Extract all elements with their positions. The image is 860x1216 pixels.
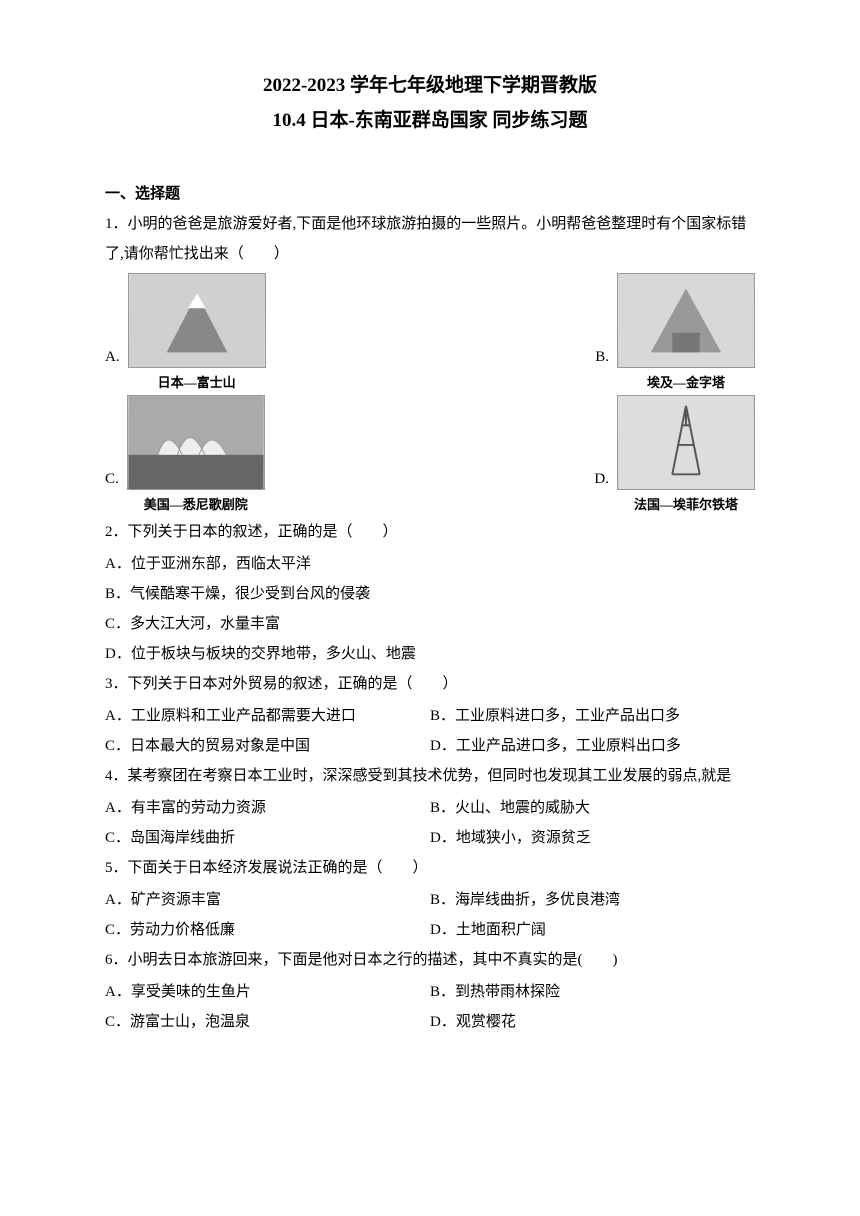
page-title: 2022-2023 学年七年级地理下学期晋教版	[105, 70, 755, 97]
option-3a: A．工业原料和工业产品都需要大进口	[105, 701, 430, 731]
question-3-options: A．工业原料和工业产品都需要大进口 B．工业原料进口多，工业产品出口多 C．日本…	[105, 701, 755, 761]
option-label: B.	[595, 349, 609, 366]
option-6c: C．游富士山，泡温泉	[105, 1007, 430, 1037]
option-2c: C．多大江大河，水量丰富	[105, 609, 755, 639]
question-3-text: 3．下列关于日本对外贸易的叙述，正确的是（ ）	[105, 669, 755, 699]
question-1-row1: A. 日本—富士山 B. 埃及—金字塔	[105, 273, 755, 391]
option-5c: C．劳动力价格低廉	[105, 915, 430, 945]
option-5b: B．海岸线曲折，多优良港湾	[430, 885, 755, 915]
option-1d: D. 法国—埃菲尔铁塔	[594, 395, 755, 513]
option-6a: A．享受美味的生鱼片	[105, 977, 430, 1007]
question-5-text: 5．下面关于日本经济发展说法正确的是（ ）	[105, 853, 755, 883]
option-4c: C．岛国海岸线曲折	[105, 823, 430, 853]
option-2a: A．位于亚洲东部，西临太平洋	[105, 549, 755, 579]
option-4b: B．火山、地震的威胁大	[430, 793, 755, 823]
option-3d: D．工业产品进口多，工业原料出口多	[430, 731, 755, 761]
option-5a: A．矿产资源丰富	[105, 885, 430, 915]
question-6-text: 6．小明去日本旅游回来，下面是他对日本之行的描述，其中不真实的是( )	[105, 945, 755, 975]
option-4a: A．有丰富的劳动力资源	[105, 793, 430, 823]
question-6-options: A．享受美味的生鱼片 B．到热带雨林探险 C．游富士山，泡温泉 D．观赏樱花	[105, 977, 755, 1037]
image-caption: 埃及—金字塔	[617, 372, 755, 391]
question-2-options: A．位于亚洲东部，西临太平洋 B．气候酷寒干燥，很少受到台风的侵袭 C．多大江大…	[105, 549, 755, 669]
option-label: D.	[594, 471, 609, 488]
option-6d: D．观赏樱花	[430, 1007, 755, 1037]
question-1-text: 1．小明的爸爸是旅游爱好者,下面是他环球旅游拍摄的一些照片。小明帮爸爸整理时有个…	[105, 209, 755, 269]
option-label: C.	[105, 471, 119, 488]
option-1a: A. 日本—富士山	[105, 273, 266, 391]
option-2b: B．气候酷寒干燥，很少受到台风的侵袭	[105, 579, 755, 609]
question-1-row2: C. 美国—悉尼歌剧院 D. 法国—埃菲尔铁塔	[105, 395, 755, 513]
option-4d: D．地域狭小，资源贫乏	[430, 823, 755, 853]
question-2-text: 2．下列关于日本的叙述，正确的是（ ）	[105, 517, 755, 547]
question-5-options: A．矿产资源丰富 B．海岸线曲折，多优良港湾 C．劳动力价格低廉 D．土地面积广…	[105, 885, 755, 945]
option-2d: D．位于板块与板块的交界地带，多火山、地震	[105, 639, 755, 669]
fuji-image	[128, 273, 266, 368]
eiffel-image	[617, 395, 755, 490]
option-5d: D．土地面积广阔	[430, 915, 755, 945]
option-1b: B. 埃及—金字塔	[595, 273, 755, 391]
question-4-text: 4．某考察团在考察日本工业时，深深感受到其技术优势，但同时也发现其工业发展的弱点…	[105, 761, 755, 791]
question-4-options: A．有丰富的劳动力资源 B．火山、地震的威胁大 C．岛国海岸线曲折 D．地域狭小…	[105, 793, 755, 853]
pyramid-image	[617, 273, 755, 368]
option-6b: B．到热带雨林探险	[430, 977, 755, 1007]
image-caption: 日本—富士山	[128, 372, 266, 391]
page-subtitle: 10.4 日本-东南亚群岛国家 同步练习题	[105, 105, 755, 132]
option-3c: C．日本最大的贸易对象是中国	[105, 731, 430, 761]
option-label: A.	[105, 349, 120, 366]
image-caption: 美国—悉尼歌剧院	[127, 494, 265, 513]
section-header: 一、选择题	[105, 182, 755, 203]
image-caption: 法国—埃菲尔铁塔	[617, 494, 755, 513]
opera-house-image	[127, 395, 265, 490]
option-1c: C. 美国—悉尼歌剧院	[105, 395, 265, 513]
option-3b: B．工业原料进口多，工业产品出口多	[430, 701, 755, 731]
